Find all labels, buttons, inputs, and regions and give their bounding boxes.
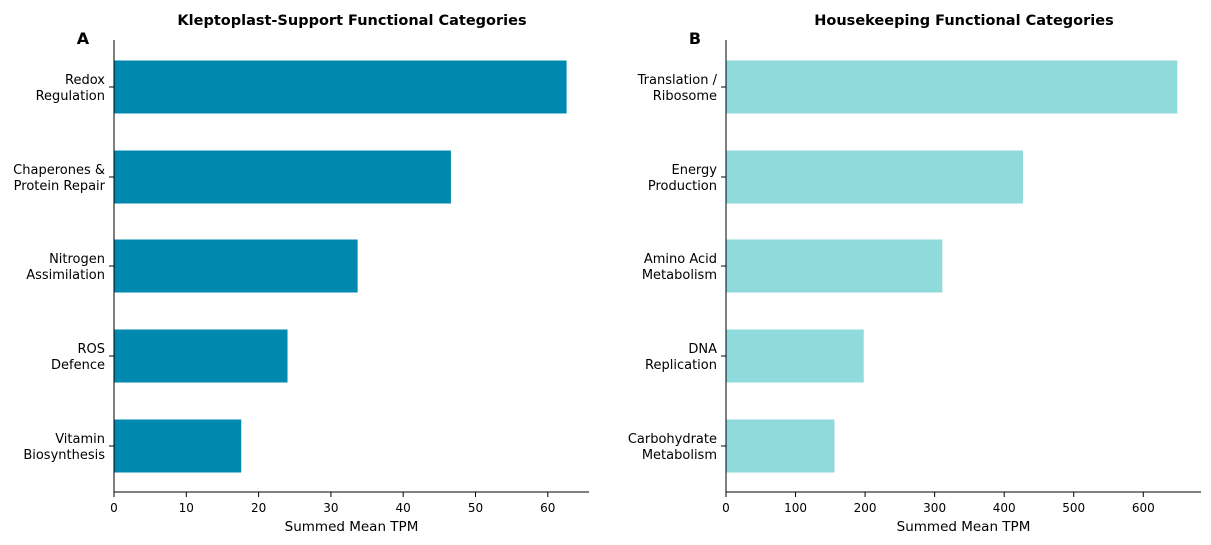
chart-panel-a: Kleptoplast-Support Functional Categorie…: [13, 13, 589, 535]
category-label: DNA Replication: [645, 342, 717, 373]
bar: [726, 60, 1178, 114]
x-tick-label: 50: [468, 501, 483, 515]
bar: [114, 239, 358, 293]
bar: [114, 150, 451, 204]
bar: [726, 329, 864, 383]
x-tick-label: 600: [1132, 501, 1155, 515]
x-tick-label: 500: [1062, 501, 1085, 515]
x-tick-label: 40: [396, 501, 411, 515]
bar: [726, 239, 943, 293]
category-label: Vitamin Biosynthesis: [23, 432, 105, 463]
x-tick-label: 0: [722, 501, 730, 515]
bar: [114, 60, 567, 114]
chart-title: Kleptoplast-Support Functional Categorie…: [177, 13, 526, 29]
category-label: Energy Production: [648, 163, 717, 194]
x-axis-label: Summed Mean TPM: [897, 519, 1031, 535]
x-tick-label: 400: [993, 501, 1016, 515]
category-label: Translation / Ribosome: [637, 73, 718, 104]
x-axis-label: Summed Mean TPM: [285, 519, 419, 535]
bar: [726, 150, 1023, 204]
x-tick-label: 30: [323, 501, 338, 515]
bar: [114, 419, 242, 473]
x-tick-label: 0: [110, 501, 118, 515]
bar: [726, 419, 835, 473]
chart-title: Housekeeping Functional Categories: [814, 13, 1113, 29]
x-tick-label: 20: [251, 501, 266, 515]
category-label: ROS Defence: [51, 342, 105, 373]
x-tick-label: 60: [540, 501, 555, 515]
panel-label: A: [77, 29, 90, 48]
chart-panel-b: Housekeeping Functional Categories B Trans…: [628, 13, 1201, 535]
x-tick-label: 200: [854, 501, 877, 515]
panel-label: B: [689, 29, 701, 48]
category-label: Nitrogen Assimilation: [26, 252, 105, 283]
x-tick-label: 300: [923, 501, 946, 515]
bar: [114, 329, 288, 383]
category-label: Chaperones & Protein Repair: [13, 163, 105, 194]
x-tick-label: 100: [784, 501, 807, 515]
category-label: Carbohydrate Metabolism: [628, 432, 717, 463]
category-label: Amino Acid Metabolism: [642, 252, 717, 283]
x-tick-label: 10: [179, 501, 194, 515]
category-label: Redox Regulation: [36, 73, 106, 104]
